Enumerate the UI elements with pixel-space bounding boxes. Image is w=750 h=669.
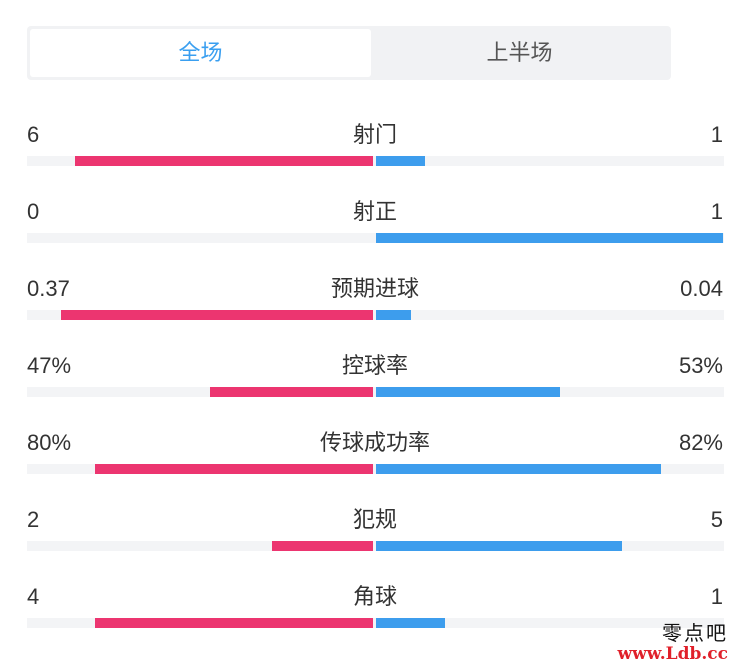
stat-label: 犯规 (352, 507, 397, 532)
away-value: 1 (710, 122, 723, 147)
away-bar (376, 310, 411, 320)
away-bar (376, 387, 560, 397)
away-value: 1 (710, 199, 723, 224)
stat-label: 控球率 (341, 353, 408, 378)
away-value: 82% (678, 430, 723, 455)
period-tabs: 全场 上半场 (27, 26, 671, 80)
stat-track (27, 310, 724, 320)
stat-track (27, 464, 724, 474)
watermark: 零点吧 www.Ldb.cc (618, 622, 728, 665)
home-value: 6 (27, 122, 40, 147)
away-bar (376, 618, 445, 628)
home-bar (95, 464, 373, 474)
tab-full-match[interactable]: 全场 (30, 29, 371, 77)
stat-row: 6 射门 1 (0, 118, 750, 196)
home-bar (95, 618, 373, 628)
stat-track (27, 156, 724, 166)
stat-label: 射门 (352, 122, 397, 147)
tab-first-half[interactable]: 上半场 (486, 40, 553, 65)
home-value: 0.37 (27, 276, 70, 301)
away-value: 53% (678, 353, 723, 378)
stat-label: 预期进球 (330, 276, 419, 301)
stat-row: 0.37 预期进球 0.04 (0, 272, 750, 350)
home-bar (210, 387, 373, 397)
home-value: 4 (27, 584, 40, 609)
home-value: 0 (27, 199, 40, 224)
away-value: 1 (710, 584, 723, 609)
away-value: 0.04 (680, 276, 723, 301)
away-bar (376, 464, 661, 474)
away-bar (376, 541, 622, 551)
away-bar (376, 156, 425, 166)
watermark-url: www.Ldb.cc (617, 644, 728, 665)
stat-row: 4 角球 1 (0, 580, 750, 658)
home-bar (75, 156, 373, 166)
stat-track (27, 233, 724, 243)
stat-track (27, 618, 724, 628)
home-value: 47% (27, 353, 72, 378)
watermark-text: 零点吧 (662, 621, 728, 646)
stat-label: 传球成功率 (319, 430, 430, 455)
stat-row: 0 射正 1 (0, 195, 750, 273)
stat-row: 80% 传球成功率 82% (0, 426, 750, 504)
stat-track (27, 541, 724, 551)
home-bar (272, 541, 373, 551)
stat-row: 2 犯规 5 (0, 503, 750, 581)
away-bar (376, 233, 723, 243)
home-bar (61, 310, 373, 320)
home-value: 2 (27, 507, 40, 532)
stat-track (27, 387, 724, 397)
away-value: 5 (710, 507, 723, 532)
stat-row: 47% 控球率 53% (0, 349, 750, 427)
stat-label: 射正 (352, 199, 397, 224)
home-value: 80% (27, 430, 72, 455)
stat-label: 角球 (352, 584, 397, 609)
